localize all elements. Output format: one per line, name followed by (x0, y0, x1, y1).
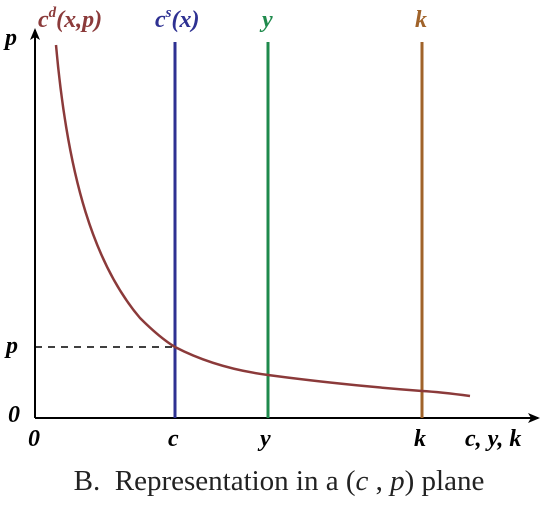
demand-label-base: c (38, 7, 49, 33)
demand-label-sup: d (49, 5, 57, 21)
caption-separator: , (368, 465, 390, 497)
origin-x-label: 0 (28, 426, 40, 452)
demand-label-args: (x,p) (56, 7, 102, 33)
caption-suffix: ) plane (405, 465, 485, 497)
x-axis-label: c, y, k (465, 426, 521, 452)
caption-var-c: c (356, 465, 369, 497)
supply-label-sup: s (165, 5, 172, 21)
demand-curve (54, 44, 471, 398)
caption-var-p: p (388, 465, 405, 497)
y-tick-label: y (257, 426, 271, 452)
figure-caption: B. Representation in a (c , p) plane (74, 465, 485, 497)
supply-curve-label: cs(x) (155, 5, 199, 33)
k-line-label: k (415, 7, 427, 33)
caption-prefix: B. Representation in a ( (74, 465, 356, 497)
supply-label-base: c (155, 7, 166, 33)
supply-label-args: (x) (172, 7, 200, 33)
c-tick-label: c (168, 426, 179, 452)
origin-y-label: 0 (8, 402, 20, 428)
y-line-label: y (259, 7, 273, 33)
p-tick-label: p (4, 333, 18, 359)
y-axis-label: p (3, 25, 17, 51)
k-tick-label: k (414, 426, 426, 452)
demand-curve-label: cd(x,p) (38, 5, 102, 33)
